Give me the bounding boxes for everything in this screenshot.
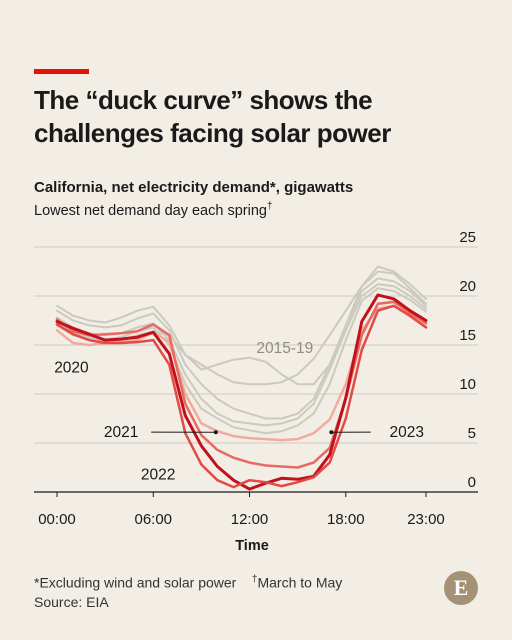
accent-bar: [34, 69, 89, 74]
series-line-2021: [55, 300, 428, 469]
leader-dot-2021: [213, 430, 218, 435]
footnote-source: Source: EIA: [34, 593, 109, 610]
headline: The “duck curve” shows the challenges fa…: [34, 85, 391, 148]
chart-title: California, net electricity demand*, gig…: [34, 179, 354, 196]
footnotes: *Excluding wind and solar power †March t…: [34, 570, 342, 612]
x-tick-label: 18:00: [327, 511, 365, 528]
y-tick-label: 5: [468, 425, 476, 442]
chart-subtitle: Lowest net demand day each spring†: [34, 201, 273, 219]
footnote-line-1: *Excluding wind and solar power †March t…: [34, 570, 342, 593]
annotation-2020: 2020: [54, 359, 89, 376]
y-axis-ticks: 0 5 10 15 20 25: [459, 229, 476, 491]
footnote-dagger-mark: †: [251, 574, 258, 585]
x-tick-label: 12:00: [231, 511, 269, 528]
footnote-dagger: March to May: [257, 574, 343, 591]
series-line-2023: [55, 304, 428, 489]
series-lines: [55, 265, 428, 491]
x-tick-label: 06:00: [134, 511, 172, 528]
grid-lines: [34, 246, 478, 493]
annotation-2022: 2022: [141, 466, 175, 483]
y-tick-label: 25: [459, 229, 476, 246]
y-tick-label: 10: [459, 376, 476, 393]
economist-logo: E: [444, 571, 478, 605]
footnote-star: *Excluding wind and solar power: [34, 574, 237, 591]
annotation-2015-19: 2015-19: [256, 340, 313, 357]
dagger-mark: †: [266, 201, 273, 212]
x-axis-label: Time: [235, 538, 269, 554]
x-tick-label: 00:00: [38, 511, 76, 528]
chart-subtitle-text: Lowest net demand day each spring: [34, 202, 267, 219]
leader-dot-2023: [329, 430, 334, 435]
x-tick-label: 23:00: [407, 511, 445, 528]
series-line-2015-19-3: [56, 287, 427, 435]
y-tick-label: 0: [468, 474, 476, 491]
annotations: 2015-19 2020 2021 2022 2023: [54, 340, 424, 483]
y-tick-label: 15: [459, 327, 476, 344]
annotation-2021: 2021: [104, 424, 138, 441]
y-tick-label: 20: [459, 278, 476, 295]
series-line-2015-19-1: [56, 277, 427, 420]
annotation-2023: 2023: [390, 424, 424, 441]
x-axis-ticks: 00:00 06:00 12:00 18:00 23:00: [38, 492, 445, 528]
